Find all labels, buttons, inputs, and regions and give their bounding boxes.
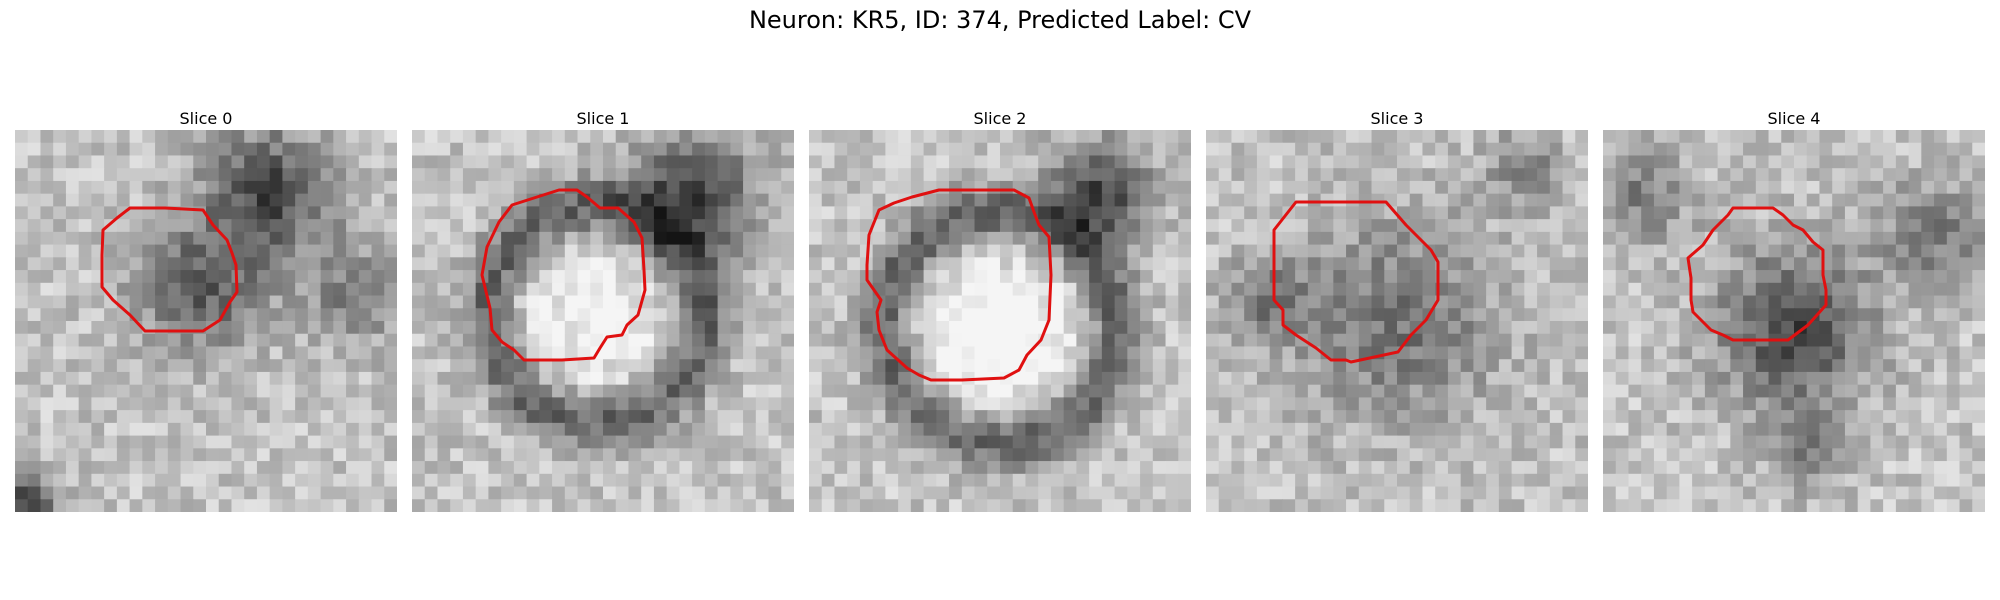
slice-panel-2: Slice 2 (809, 108, 1191, 512)
slice-title-0: Slice 0 (179, 109, 233, 128)
slice-image-0 (15, 130, 397, 512)
slice-title-4: Slice 4 (1767, 109, 1821, 128)
roi-contour-0 (100, 206, 239, 333)
slice-title-3: Slice 3 (1370, 109, 1424, 128)
figure-title: Neuron: KR5, ID: 374, Predicted Label: C… (748, 6, 1252, 34)
roi-contour-2 (865, 188, 1053, 382)
roi-contour-1 (480, 188, 647, 362)
slice-panel-3: Slice 3 (1206, 108, 1588, 512)
slice-panel-1: Slice 1 (412, 108, 794, 512)
roi-contour-3 (1272, 200, 1440, 364)
slice-title-1: Slice 1 (576, 109, 630, 128)
slice-title-2: Slice 2 (973, 109, 1027, 128)
slice-panel-4: Slice 4 (1603, 108, 1985, 512)
slice-image-3 (1206, 130, 1588, 512)
slice-panel-0: Slice 0 (15, 108, 397, 512)
roi-contour-4 (1686, 206, 1828, 342)
slice-image-1 (412, 130, 794, 512)
slice-image-4 (1603, 130, 1985, 512)
slice-image-2 (809, 130, 1191, 512)
